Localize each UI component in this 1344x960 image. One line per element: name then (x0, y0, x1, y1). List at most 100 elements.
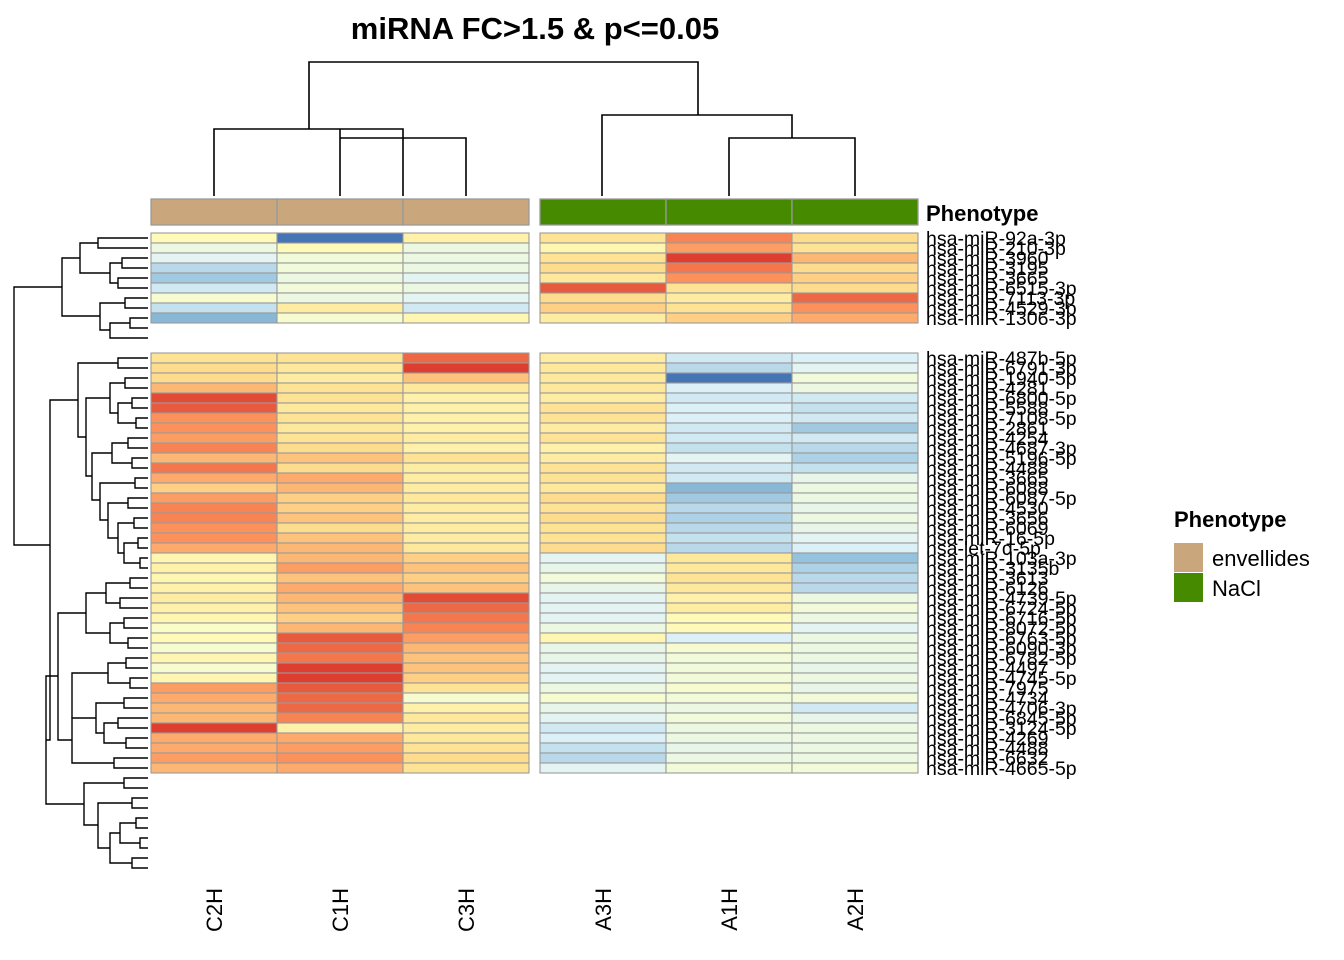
row-label: hsa-miR-5196-5p (926, 448, 1077, 470)
heatmap-cell (539, 512, 667, 524)
heatmap-cell (150, 762, 278, 774)
heatmap-cell (791, 722, 919, 734)
row-label: hsa-miR-16-5p (926, 528, 1055, 550)
heatmap-cell (791, 502, 919, 514)
dendrogram-branch (117, 522, 134, 554)
heatmap-cell (276, 422, 404, 434)
row-dendrogram (13, 237, 148, 869)
heatmap-cell (665, 532, 793, 544)
row-label: hsa-let-7d-5p (926, 538, 1041, 560)
heatmap-cell (150, 432, 278, 444)
heatmap-cell (276, 452, 404, 464)
heatmap-cell (276, 532, 404, 544)
heatmap-cell (276, 492, 404, 504)
dendrogram-branch (97, 237, 148, 249)
heatmap-cell (402, 472, 530, 484)
heatmap-cell (150, 352, 278, 364)
heatmap-cell (791, 302, 919, 314)
heatmap-cell (150, 422, 278, 434)
heatmap-cell (276, 402, 404, 414)
heatmap-cell (665, 462, 793, 474)
row-label: hsa-miR-4734 (926, 688, 1049, 710)
heatmap-cell (539, 402, 667, 414)
heatmap-cell (276, 232, 404, 244)
row-labels: hsa-miR-92a-3phsa-miR-210-3phsa-miR-3960… (926, 228, 1077, 780)
heatmap-cell (402, 642, 530, 654)
row-label: hsa-miR-6090-3p (926, 638, 1077, 660)
heatmap-cell (402, 522, 530, 534)
heatmap-cell (539, 752, 667, 764)
heatmap-cell (276, 362, 404, 374)
dendrogram-branch (340, 137, 467, 196)
dendrogram-branch (121, 257, 148, 269)
heatmap-cell (276, 572, 404, 584)
heatmap-cell (402, 292, 530, 304)
heatmap-cell (539, 382, 667, 394)
heatmap-cell (539, 302, 667, 314)
heatmap-cell (402, 232, 530, 244)
heatmap-cell (402, 702, 530, 714)
heatmap-cell (150, 262, 278, 274)
row-label: hsa-miR-4665-5p (926, 758, 1077, 780)
heatmap-cell (276, 282, 404, 294)
heatmap-cell (150, 372, 278, 384)
row-label: hsa-miR-6088 (926, 478, 1048, 500)
heatmap-cell (791, 452, 919, 464)
heatmap-cell (539, 562, 667, 574)
heatmap-cell (402, 572, 530, 584)
heatmap-cell (791, 512, 919, 524)
dendrogram-branch (77, 362, 118, 438)
dendrogram-branch (129, 317, 148, 329)
dendrogram-branch (99, 482, 135, 521)
heatmap-cell (791, 422, 919, 434)
heatmap-cell (276, 382, 404, 394)
heatmap-cell (539, 292, 667, 304)
heatmap-cell (665, 732, 793, 744)
row-label: hsa-miR-4269 (926, 728, 1048, 750)
heatmap-cell (150, 562, 278, 574)
dendrogram-branch (13, 286, 62, 546)
dendrogram-branch (131, 397, 148, 409)
heatmap-cell (276, 442, 404, 454)
heatmap-cell (791, 402, 919, 414)
heatmap-cell (150, 722, 278, 734)
heatmap-cell (276, 752, 404, 764)
heatmap-cell (665, 502, 793, 514)
heatmap-cell (276, 612, 404, 624)
row-label: hsa-miR-6800-5p (926, 388, 1077, 410)
heatmap-cell (150, 512, 278, 524)
heatmap-cell (402, 692, 530, 704)
heatmap-cell (539, 312, 667, 324)
heatmap-cell (665, 422, 793, 434)
row-label: hsa-miR-6782-5p (926, 648, 1077, 670)
dendrogram-branch (91, 452, 112, 501)
heatmap-cell (402, 402, 530, 414)
heatmap-cell (791, 752, 919, 764)
column-labels: C2H C1H C3H A3H A1H A2H (202, 888, 868, 932)
heatmap-cell (539, 262, 667, 274)
heatmap-cell (665, 632, 793, 644)
heatmap-cell (791, 562, 919, 574)
heatmap-cell (791, 702, 919, 714)
heatmap-cell (276, 552, 404, 564)
row-label: hsa-miR-3135b (926, 558, 1059, 580)
heatmap-cell (539, 722, 667, 734)
annotation-cell (665, 198, 793, 226)
heatmap-cell (150, 602, 278, 614)
heatmap-cell (665, 572, 793, 584)
heatmap-cell (150, 552, 278, 564)
dendrogram-branch (135, 817, 148, 829)
heatmap-cell (276, 312, 404, 324)
heatmap-cell (791, 262, 919, 274)
heatmap-cell (150, 672, 278, 684)
heatmap-cell (665, 672, 793, 684)
heatmap-cell (402, 742, 530, 754)
heatmap-cell (665, 232, 793, 244)
row-label: hsa-miR-4687-3p (926, 438, 1077, 460)
heatmap-cell (665, 402, 793, 414)
heatmap-cell (150, 532, 278, 544)
heatmap-cell (665, 652, 793, 664)
heatmap-cell (276, 502, 404, 514)
heatmap-cell (276, 462, 404, 474)
dendrogram-branch (308, 61, 699, 129)
